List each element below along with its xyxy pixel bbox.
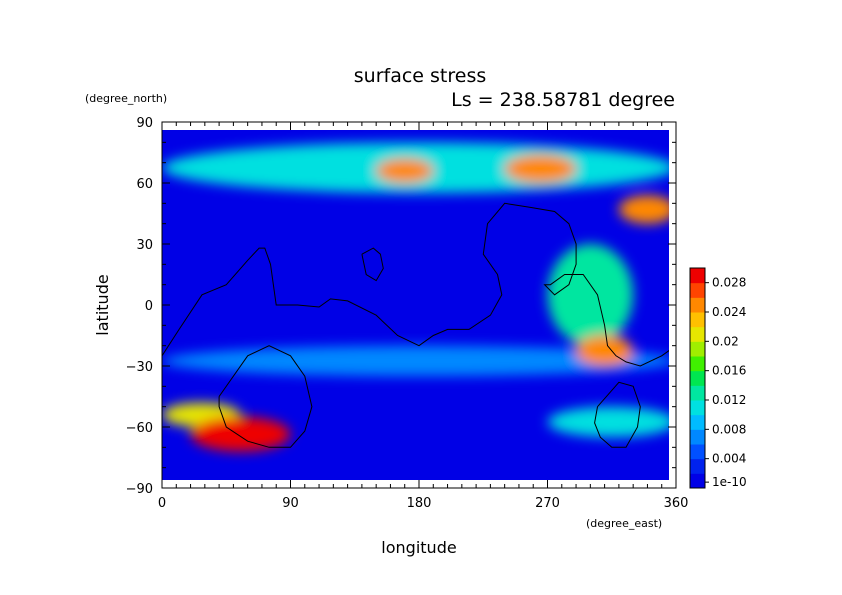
colorbar-swatch — [690, 458, 705, 474]
x-tick-label: 0 — [158, 496, 166, 511]
colorbar: 0.028 0.024 0.02 0.016 0.012 0.008 0.004 1e-10 — [689, 267, 747, 489]
colorbar-swatch — [690, 429, 705, 445]
colorbar-tick-label: 1e-10 — [712, 475, 747, 489]
x-axis-label: longitude — [381, 538, 456, 557]
contour-layer — [162, 202, 669, 448]
colorbar-swatch — [690, 341, 705, 357]
colorbar-tick-label: 0.012 — [712, 393, 746, 407]
colorbar-swatch — [690, 400, 705, 416]
colorbar-swatch — [690, 473, 705, 489]
y-tick-label: −90 — [126, 482, 153, 497]
heatmap-cell-6 — [576, 335, 634, 366]
colorbar-tick-label: 0.028 — [712, 276, 746, 290]
colorbar-tick-label: 0.004 — [712, 452, 746, 466]
colorbar-tick-label: 0.016 — [712, 364, 746, 378]
heatmap-cell-0 — [162, 345, 669, 377]
y-tick-label: 60 — [136, 177, 153, 192]
x-tick-label: 360 — [664, 496, 689, 511]
colorbar-swatch — [690, 326, 705, 342]
colorbar-swatch — [690, 297, 705, 313]
y-tick-label: 90 — [136, 116, 153, 131]
y-unit-label: (degree_north) — [85, 92, 167, 105]
colorbar-swatch — [690, 312, 705, 328]
heatmap-features — [162, 142, 669, 452]
colorbar-swatch — [690, 268, 705, 284]
heatmap-cell-2 — [547, 406, 669, 438]
x-unit-label: (degree_east) — [586, 517, 662, 530]
colorbar-swatch — [690, 385, 705, 401]
contour-line-1 — [218, 345, 313, 448]
y-tick-label: 30 — [136, 238, 153, 253]
x-tick-label: 180 — [407, 496, 432, 511]
y-tick-label: −30 — [126, 360, 153, 375]
contour-line-3 — [361, 247, 384, 282]
colorbar-swatch — [690, 356, 705, 372]
chart-subtitle: Ls = 238.58781 degree — [451, 89, 675, 111]
contour-line-0 — [162, 202, 669, 367]
y-tick-label: −60 — [126, 421, 153, 436]
heatmap-cell-3 — [547, 244, 634, 346]
x-tick-label: 270 — [535, 496, 560, 511]
chart-title: surface stress — [354, 65, 487, 87]
colorbar-tick-label: 0.02 — [712, 334, 739, 348]
colorbar-tick-label: 0.008 — [712, 422, 746, 436]
x-tick-label: 90 — [282, 496, 299, 511]
colorbar-swatch — [690, 444, 705, 460]
colorbar-swatch — [690, 414, 705, 430]
colorbar-frame — [689, 267, 706, 489]
contour-line-2 — [594, 381, 641, 448]
colorbar-swatch — [690, 370, 705, 386]
heatmap-cell-7 — [504, 154, 577, 183]
heatmap-cell-9 — [190, 416, 291, 452]
heatmap-cell-5 — [376, 158, 434, 183]
colorbar-tick-label: 0.024 — [712, 305, 746, 319]
y-tick-label: 0 — [145, 299, 153, 314]
axis-ticks: 0 90 180 270 360 90 60 30 0 −30 −60 −90 — [126, 116, 689, 511]
heatmap-cell-8 — [618, 195, 669, 224]
y-axis-label: latitude — [93, 274, 112, 335]
colorbar-swatch — [690, 282, 705, 298]
heatmap-layer — [162, 130, 669, 480]
